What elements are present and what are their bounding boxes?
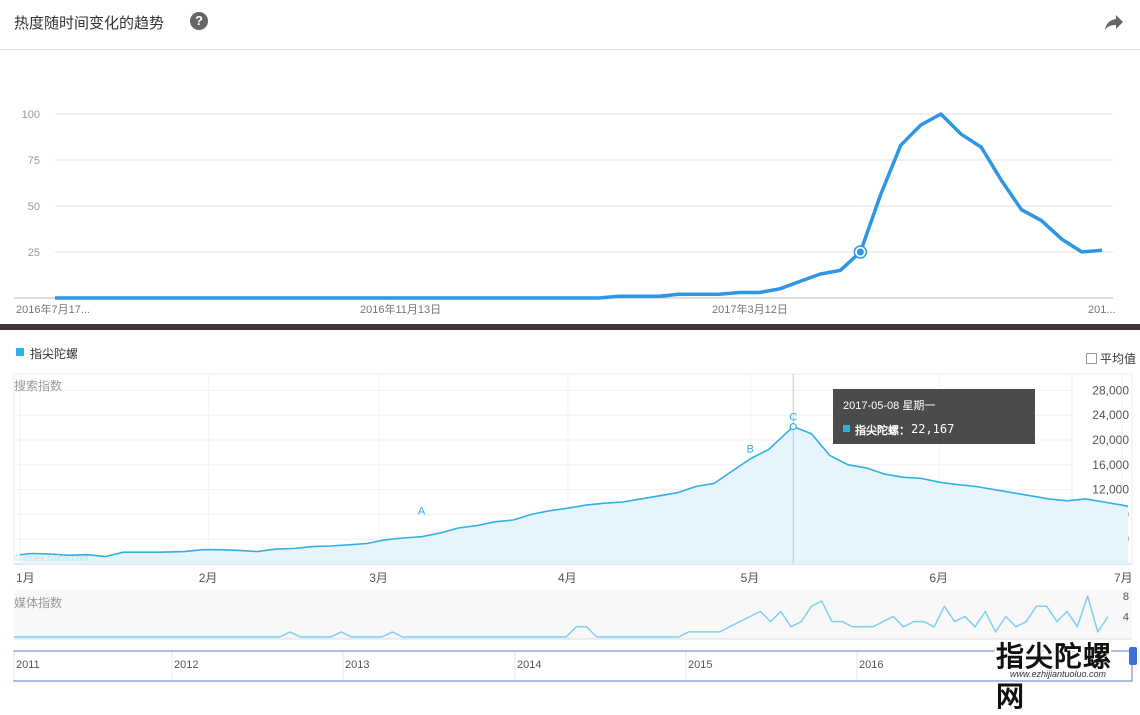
- search-area-fill: [20, 426, 1129, 564]
- annotation-point: [789, 422, 797, 431]
- average-checkbox[interactable]: [1086, 353, 1097, 364]
- trend-line-chart: 25 50 75 100 2016年7月17... 2016年11月13日 2017年3月1…: [14, 109, 1116, 316]
- trend-line: [55, 112, 1103, 300]
- share-arrow-icon[interactable]: [1102, 10, 1126, 34]
- x-tick-label: 2月: [199, 571, 218, 585]
- search-index-label: 搜索指数: [14, 379, 63, 393]
- y-tick-label: 24,000: [1092, 408, 1129, 422]
- tooltip-date: 2017-05-08 星期一: [843, 400, 936, 412]
- question-icon[interactable]: ?: [190, 12, 208, 30]
- page-title: 热度随时间变化的趋势: [14, 15, 165, 32]
- annotation-label: A: [418, 506, 426, 518]
- x-tick-label: 7月: [1114, 571, 1133, 585]
- year-label: 2015: [688, 659, 712, 671]
- y-tick-label: 16,000: [1092, 458, 1129, 472]
- y-tick-label: 28,000: [1092, 383, 1129, 397]
- x-tick-label: 201...: [1088, 304, 1116, 316]
- y-tick-label: 20,000: [1092, 433, 1129, 447]
- year-label: 2013: [345, 659, 369, 671]
- y-tick-label: 8: [1123, 591, 1129, 603]
- media-index-chart: 8 4 2011 2012 2013 2014 2015 2016: [13, 590, 1133, 682]
- year-range-navigator: [13, 650, 1133, 682]
- x-tick-label: 1月: [16, 571, 35, 585]
- y-tick-label: 12,000: [1092, 483, 1129, 497]
- x-tick-label: 2017年3月12日: [712, 302, 788, 316]
- x-tick-label: 6月: [929, 571, 948, 585]
- year-label: 2014: [517, 659, 541, 671]
- peak-marker: [856, 248, 864, 256]
- x-tick-label: 4月: [558, 571, 577, 585]
- media-index-label: 媒体指数: [14, 596, 63, 610]
- year-label: 2016: [859, 659, 883, 671]
- header-divider: [0, 49, 1140, 50]
- range-handle[interactable]: [1129, 647, 1137, 665]
- legend-swatch: [16, 348, 24, 356]
- legend-label[interactable]: 指尖陀螺: [30, 347, 79, 361]
- search-line: [19, 425, 1129, 558]
- y-tick-label: 100: [22, 109, 40, 121]
- annotation-label: B: [747, 444, 754, 456]
- y-tick-label: 25: [28, 247, 40, 259]
- x-tick-label: 5月: [741, 571, 760, 585]
- annotation-label: C: [789, 412, 797, 424]
- x-tick-label: 2016年11月13日: [360, 302, 441, 316]
- tooltip-swatch: [843, 425, 850, 432]
- y-tick-label: 4: [1123, 612, 1129, 624]
- watermark-url: www.ezhijiantuoluo.com: [1010, 669, 1107, 679]
- y-tick-label: 75: [28, 155, 40, 167]
- tooltip-series: 指尖陀螺：: [855, 425, 910, 437]
- media-plot-area: [14, 590, 1132, 639]
- section-divider: [0, 324, 1140, 330]
- tooltip-value: 22,167: [911, 422, 955, 436]
- x-tick-label: 3月: [369, 571, 388, 585]
- year-label: 2011: [16, 659, 40, 671]
- y-tick-label: 50: [28, 201, 40, 213]
- media-line: [14, 595, 1109, 638]
- average-label[interactable]: 平均值: [1100, 352, 1137, 366]
- tooltip: 2017-05-08 星期一 指尖陀螺： 22,167: [833, 389, 1035, 444]
- site-watermark: 指尖陀螺网 www.ezhijiantuoluo.com: [996, 635, 1136, 712]
- year-label: 2012: [174, 659, 198, 671]
- faint-watermark: © index.baidu.com: [14, 553, 89, 563]
- x-tick-label: 2016年7月17...: [16, 302, 90, 316]
